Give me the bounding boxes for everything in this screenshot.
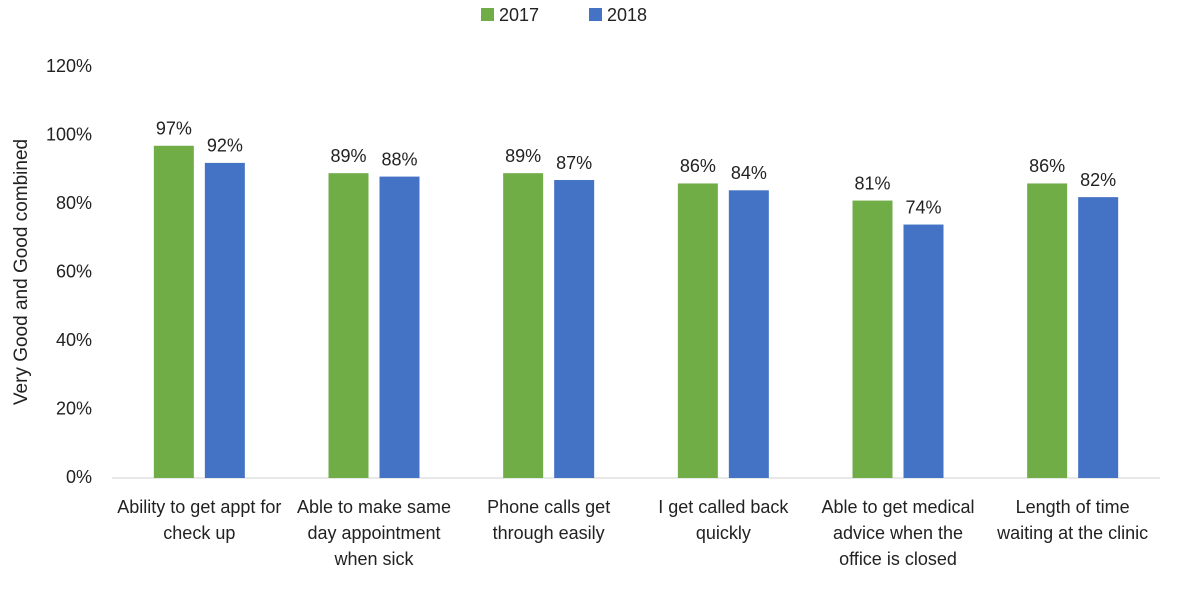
y-tick-label: 0% [66,467,92,487]
bar [903,224,944,478]
x-tick-label: Length of time waiting at the clinic [997,497,1149,543]
data-label: 87% [556,153,592,173]
legend-label: 2017 [499,5,539,25]
data-label: 92% [207,136,243,156]
bar [153,145,194,478]
legend-swatch [589,8,602,21]
bar [328,173,369,479]
bar [379,176,420,478]
x-tick-label: Ability to get appt for check up [117,497,282,543]
data-label: 89% [330,146,366,166]
bar [728,190,769,479]
y-axis-title: Very Good and Good combined [11,139,32,405]
data-label: 74% [905,197,941,217]
y-tick-label: 100% [46,124,92,144]
data-label: 97% [156,119,192,139]
data-label: 86% [1029,156,1065,176]
y-tick-label: 40% [56,330,92,350]
data-label: 89% [505,146,541,166]
bar [503,173,544,479]
bar [1078,197,1119,478]
data-label: 82% [1080,170,1116,190]
y-tick-label: 120% [46,56,92,76]
data-label: 84% [731,163,767,183]
bar [1027,183,1068,478]
bar [204,162,245,478]
x-tick-label: I get called back quickly [658,497,789,543]
legend-swatch [481,8,494,21]
y-tick-label: 20% [56,398,92,418]
bar [852,200,893,478]
x-tick-label: Able to get medical advice when the offi… [821,497,975,569]
data-label: 81% [854,173,890,193]
x-tick-label: Able to make same day appointment when s… [296,497,452,569]
x-tick-label: Phone calls get through easily [487,497,611,543]
legend-label: 2018 [607,5,647,25]
data-label: 86% [680,156,716,176]
y-tick-label: 60% [56,261,92,281]
bar [554,180,595,478]
bar [677,183,718,478]
y-tick-label: 80% [56,193,92,213]
data-label: 88% [381,149,417,169]
